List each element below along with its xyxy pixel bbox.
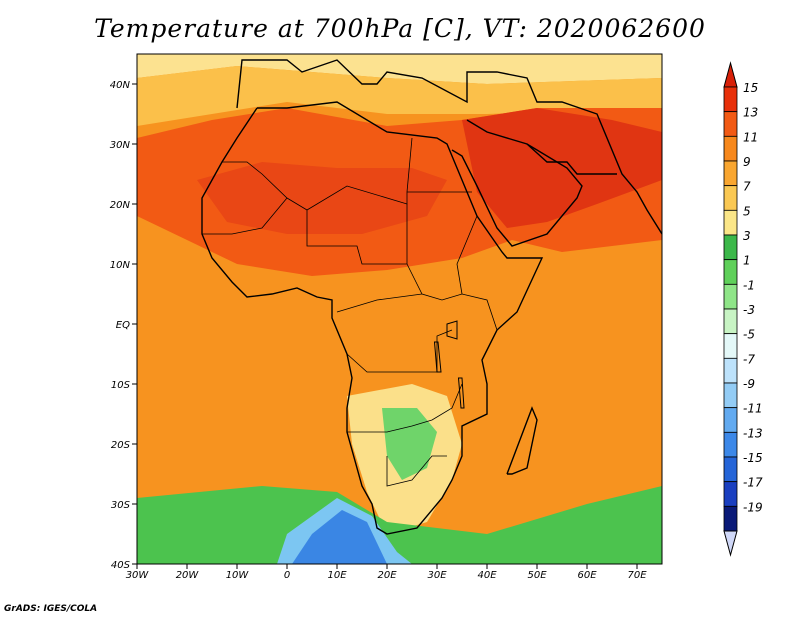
colorbar-swatch-12 xyxy=(723,382,738,409)
colorbar-label-7: 1 xyxy=(743,254,751,268)
country-border-6 xyxy=(347,383,463,433)
colorbar-swatch-11 xyxy=(723,357,738,384)
colorbar-swatch-10 xyxy=(723,333,738,359)
lake-1 xyxy=(446,320,458,340)
lake-2 xyxy=(457,377,465,409)
temperature-field xyxy=(137,54,662,564)
colorbar-label-0: 15 xyxy=(743,81,758,95)
map-frame xyxy=(136,53,663,565)
map-axes: 30W 20W 10W 0 10E 20E 30E 40E 50E 60E 70E 40N 30N 20N… xyxy=(110,80,647,581)
coastline-borders xyxy=(201,59,662,535)
country-border-3 xyxy=(406,263,498,331)
field-southern-africa-green xyxy=(382,408,437,480)
colorbar-bottom-arrow xyxy=(723,530,738,557)
country-border-7 xyxy=(386,455,447,487)
field-southern-ocean-green xyxy=(137,486,662,564)
lat-tick-label-40N: 40N xyxy=(110,80,131,91)
lat-tick-label-20N: 20N xyxy=(110,200,131,211)
lon-tick-label-60E: 60E xyxy=(577,570,597,581)
colorbar-label-11: -7 xyxy=(743,352,755,366)
lon-tick-label-20E: 20E xyxy=(377,570,397,581)
colorbar-swatch-9 xyxy=(723,308,738,335)
lon-tick-label-20W: 20W xyxy=(176,570,200,581)
field-sahara-core xyxy=(197,162,447,234)
lat-tick-label-10S: 10S xyxy=(111,380,131,391)
colorbar-label-17: -19 xyxy=(743,500,763,514)
country-border-2 xyxy=(306,204,408,265)
lat-tick-label-40S: 40S xyxy=(111,560,131,571)
lat-tick-label-10N: 10N xyxy=(110,260,131,271)
chart-title: Temperature at 700hPa [C], VT: 202006260… xyxy=(94,14,706,43)
lon-tick-label-10E: 10E xyxy=(327,570,347,581)
colorbar-label-12: -9 xyxy=(743,377,755,391)
colorbar-swatch-4 xyxy=(723,185,738,211)
coastline-4 xyxy=(526,143,617,175)
colorbar-swatch-13 xyxy=(723,407,738,433)
coastline-3 xyxy=(236,59,662,235)
colorbar-label-16: -17 xyxy=(743,476,763,490)
colorbar-label-4: 7 xyxy=(743,180,751,194)
colorbar-label-5: 5 xyxy=(743,204,751,218)
lon-tick-label-30W: 30W xyxy=(126,570,150,581)
colorbar-swatch-5 xyxy=(723,209,738,236)
field-arabia-hottest xyxy=(462,108,662,228)
colorbar-swatch-2 xyxy=(723,135,738,162)
country-border-9 xyxy=(456,215,478,295)
colorbar-label-2: 11 xyxy=(743,130,758,144)
country-border-1 xyxy=(202,197,288,235)
colorbar: 15 13 11 9 7 5 3 1 -1 -3 -5 -7 -9 -11 -13 -15 -17 -19 xyxy=(723,61,763,557)
colorbar-swatch-15 xyxy=(723,456,738,483)
lat-tick-label-30S: 30S xyxy=(111,500,131,511)
colorbar-label-6: 3 xyxy=(743,229,751,243)
colorbar-label-15: -15 xyxy=(743,451,763,465)
colorbar-swatch-3 xyxy=(723,160,738,187)
lat-tick-label-20S: 20S xyxy=(111,440,131,451)
coastline-2 xyxy=(506,406,538,475)
footer-credit: GrADS: IGES/COLA xyxy=(4,604,98,614)
lon-tick-label-30E: 30E xyxy=(427,570,447,581)
colorbar-top-arrow xyxy=(723,61,738,88)
colorbar-swatch-1 xyxy=(723,111,738,137)
field-southern-ocean-coldest xyxy=(292,510,387,564)
colorbar-swatch-17 xyxy=(723,505,738,532)
field-europe-cool xyxy=(137,54,662,84)
lon-tick-label-0: 0 xyxy=(284,570,290,581)
colorbar-swatch-16 xyxy=(723,481,738,507)
lon-tick-label-50E: 50E xyxy=(527,570,547,581)
lon-tick-label-70E: 70E xyxy=(627,570,647,581)
colorbar-swatch-6 xyxy=(723,234,738,261)
colorbar-swatch-8 xyxy=(723,283,738,310)
country-border-5 xyxy=(346,329,453,373)
coastline-0 xyxy=(201,101,544,535)
colorbar-label-14: -13 xyxy=(743,426,763,440)
colorbar-swatch-7 xyxy=(723,259,738,285)
colorbar-swatch-0 xyxy=(723,86,738,113)
colorbar-label-9: -3 xyxy=(743,303,755,317)
lon-tick-label-40E: 40E xyxy=(477,570,497,581)
colorbar-label-13: -11 xyxy=(743,402,763,416)
colorbar-label-1: 13 xyxy=(743,106,758,120)
lat-tick-label-EQ: EQ xyxy=(116,320,130,331)
colorbar-label-10: -5 xyxy=(743,328,755,342)
lake-0 xyxy=(433,341,442,373)
colorbar-label-8: -1 xyxy=(743,278,755,292)
colorbar-label-3: 9 xyxy=(743,155,751,169)
lon-tick-label-10W: 10W xyxy=(226,570,250,581)
colorbar-swatch-14 xyxy=(723,431,738,458)
country-border-4 xyxy=(336,293,423,313)
lat-tick-label-30N: 30N xyxy=(110,140,131,151)
